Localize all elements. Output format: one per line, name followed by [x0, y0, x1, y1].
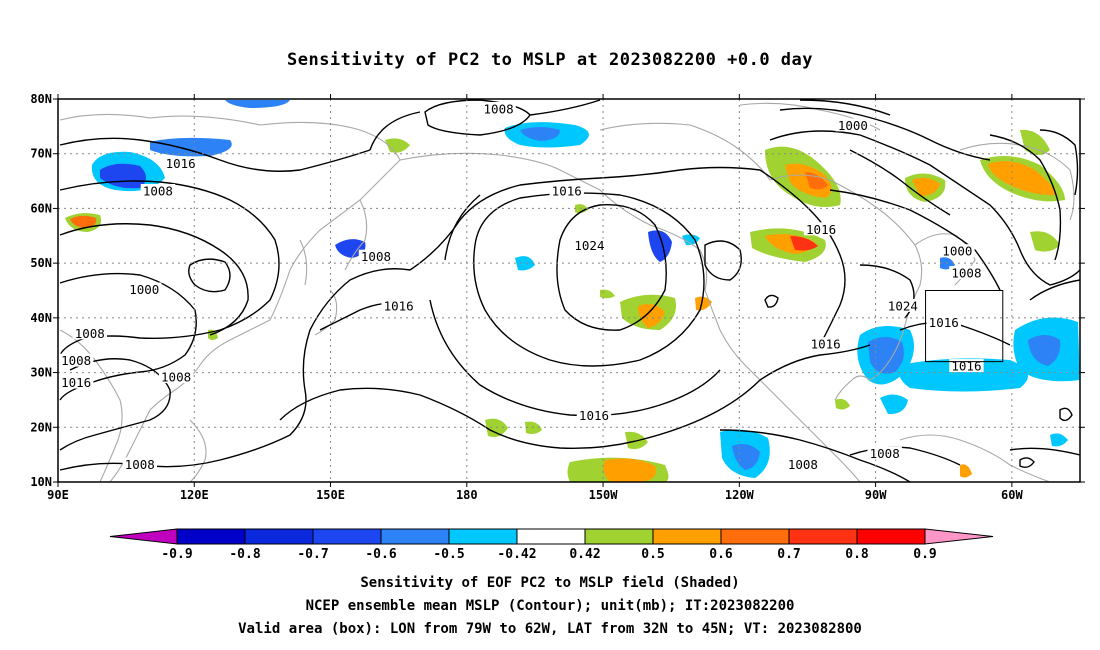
lat-lon-grid [58, 99, 1080, 482]
colorbar-segment [448, 528, 518, 545]
colorbar-segment [652, 528, 722, 545]
axis-ticks [53, 94, 1085, 487]
lon-tick-label: 120E [180, 488, 209, 502]
contour-label: 1008 [870, 446, 900, 461]
lat-tick-label: 70N [30, 147, 52, 161]
colorbar-label: -0.6 [365, 547, 396, 562]
colorbar-arrow-left [109, 528, 178, 545]
contour-label: 1000 [129, 282, 159, 297]
lon-tick-label: 180 [456, 488, 478, 502]
colorbar-label: -0.8 [229, 547, 260, 562]
colorbar-segment [720, 528, 790, 545]
colorbar-segment [516, 528, 586, 545]
colorbar-segment [584, 528, 654, 545]
colorbar-segment [176, 528, 246, 545]
contour-label: 1008 [61, 353, 91, 368]
colorbar-segment [244, 528, 314, 545]
contour-label: 1016 [552, 184, 582, 199]
colorbar-label: -0.7 [297, 547, 328, 562]
contour-label: 1008 [788, 457, 818, 472]
contour-label: 1008 [125, 457, 155, 472]
negative-region [91, 100, 1080, 478]
lon-tick-label: 150E [316, 488, 345, 502]
colorbar-label: 0.9 [913, 547, 936, 562]
colorbar-segment [380, 528, 450, 545]
footer-line-2: NCEP ensemble mean MSLP (Contour); unit(… [305, 598, 795, 614]
lon-tick-label: 150W [589, 488, 619, 502]
contour-label: 1016 [166, 156, 196, 171]
contour-label: 1000 [838, 118, 868, 133]
colorbar-segment [856, 528, 926, 545]
contour-label: 1000 [942, 244, 972, 259]
contour-label: 1024 [888, 298, 918, 313]
axis-tick-labels: 90E 120E 150E 180 150W 120W 90W 60W 80N 70N 60N 50N… [30, 92, 1023, 502]
contour-label: 1008 [161, 370, 191, 385]
contour-labels: 1008 1000 1016 1008 1016 1016 1024 1000 1008 1008… [58, 101, 984, 472]
colorbar-label: 0.6 [709, 547, 733, 562]
lat-tick-label: 80N [30, 92, 52, 106]
lat-tick-label: 60N [30, 201, 52, 215]
contour-label: 1008 [951, 266, 981, 281]
colorbar-segment [788, 528, 858, 545]
lat-tick-label: 30N [30, 366, 52, 380]
lon-tick-label: 90E [47, 488, 69, 502]
colorbar-label: -0.9 [161, 547, 192, 562]
lat-tick-label: 40N [30, 311, 52, 325]
mslp-contours [59, 99, 1080, 482]
lon-tick-label: 120W [725, 488, 755, 502]
map-title: Sensitivity of PC2 to MSLP at 2023082200… [286, 50, 813, 70]
lon-tick-label: 60W [1001, 488, 1023, 502]
contour-label: 1008 [484, 101, 514, 116]
contour-label: 1016 [579, 408, 609, 423]
lat-tick-label: 10N [30, 475, 52, 489]
contour-label: 1016 [951, 359, 981, 374]
footer-line-3: Valid area (box): LON from 79W to 62W, L… [238, 621, 862, 637]
colorbar-label: 0.5 [641, 547, 664, 562]
coastlines [59, 102, 1075, 482]
colorbar-label: 0.8 [845, 547, 869, 562]
contour-label: 1016 [806, 222, 836, 237]
lon-tick-label: 90W [865, 488, 887, 502]
colorbar-label: 0.42 [569, 547, 600, 562]
colorbar-label: -0.42 [497, 547, 536, 562]
sensitivity-shading [65, 100, 1080, 482]
colorbar-segment [312, 528, 382, 545]
contour-label: 1016 [384, 298, 414, 313]
lat-tick-label: 50N [30, 256, 52, 270]
colorbar-label: 0.7 [777, 547, 800, 562]
colorbar: -0.9 -0.8 -0.7 -0.6 -0.5 -0.42 0.42 0.5 0.6 0.7 0.… [109, 528, 994, 562]
contour-label: 1024 [574, 238, 604, 253]
plot-frame [57, 98, 1081, 483]
footer-line-1: Sensitivity of EOF PC2 to MSLP field (Sh… [360, 575, 740, 591]
contour-label: 1016 [811, 337, 841, 352]
contour-label: 1016 [929, 315, 959, 330]
contour-label: 1008 [361, 249, 391, 264]
contour-label: 1008 [143, 184, 173, 199]
lat-tick-label: 20N [30, 420, 52, 434]
contour-label: 1016 [61, 375, 91, 390]
valid-area-box [925, 290, 1004, 363]
colorbar-arrow-right [924, 528, 994, 545]
contour-label: 1008 [75, 326, 105, 341]
colorbar-label: -0.5 [433, 547, 464, 562]
